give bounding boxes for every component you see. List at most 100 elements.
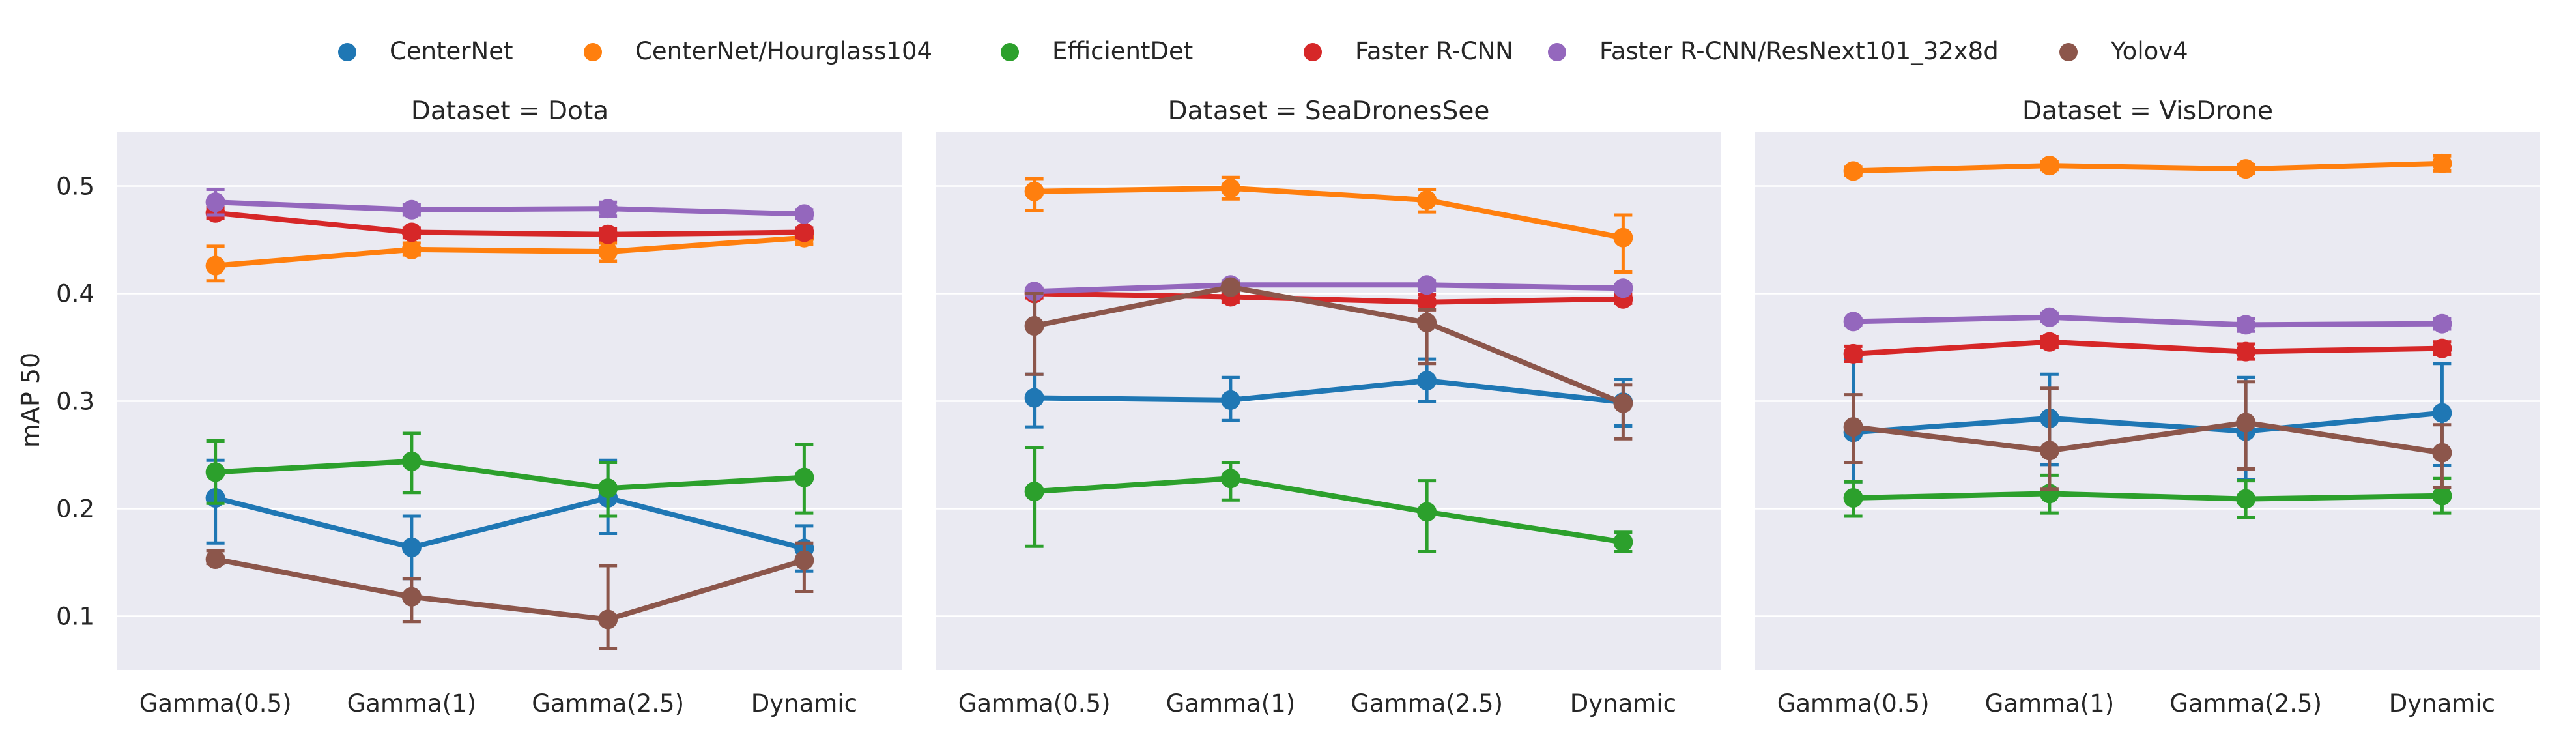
data-point	[1613, 227, 1633, 248]
data-point	[1220, 469, 1240, 489]
data-point	[2039, 307, 2059, 327]
data-point	[1613, 532, 1633, 552]
data-point	[2236, 489, 2256, 509]
data-point	[1220, 178, 1240, 198]
data-point	[598, 199, 618, 219]
data-point	[1220, 390, 1240, 410]
data-point	[1843, 161, 1863, 181]
panel-1: 0.1 0.2 0.3 0.4 0.5 Dataset = Dota Gamma(0.5) G…	[56, 96, 902, 718]
y-tick-label: 0.1	[56, 603, 94, 631]
data-point	[1024, 181, 1044, 201]
legend-item: CenterNet/Hourglass104	[584, 37, 932, 65]
data-point	[205, 255, 225, 276]
data-point	[401, 451, 422, 471]
series-faster-r-cnn-resnext101-32x8d	[1843, 307, 2452, 335]
error-bar	[2040, 386, 2059, 491]
series-line	[1034, 282, 1624, 295]
data-point	[1613, 278, 1633, 298]
x-tick-label: Gamma(2.5)	[1351, 690, 1503, 718]
x-tick-label: Gamma(0.5)	[139, 690, 292, 718]
series-faster-r-cnn	[1843, 332, 2452, 364]
series-line	[1853, 314, 2442, 328]
data-point	[1417, 313, 1437, 333]
data-point	[1417, 371, 1437, 391]
data-point	[401, 199, 422, 220]
data-point	[1024, 388, 1044, 408]
data-point	[2236, 159, 2256, 179]
series-line	[214, 557, 805, 622]
series-line	[1853, 339, 2442, 356]
data-point	[794, 467, 814, 487]
series-yolov4	[1024, 277, 1633, 441]
series-efficientdet	[205, 431, 814, 518]
legend-marker	[584, 43, 602, 61]
data-point	[205, 192, 225, 212]
data-point	[1843, 417, 1863, 437]
y-tick-label: 0.2	[56, 495, 94, 523]
legend-item: CenterNet	[338, 37, 513, 65]
x-tick-label: Dynamic	[751, 690, 857, 718]
series-line	[1853, 491, 2442, 502]
series-yolov4	[1843, 380, 2452, 491]
legend-marker	[1304, 43, 1322, 61]
series-line	[1034, 476, 1624, 545]
legend-label: CenterNet	[390, 37, 513, 65]
x-tick-label: Gamma(1)	[347, 690, 477, 718]
data-point	[2236, 315, 2256, 335]
data-point	[2236, 341, 2256, 362]
data-point	[598, 224, 618, 244]
series-efficientdet	[1024, 445, 1633, 553]
legend-marker	[338, 43, 356, 61]
legend: CenterNet CenterNet/Hourglass104 Efficient…	[338, 37, 2188, 65]
x-tick-label: Gamma(2.5)	[532, 690, 684, 718]
data-point	[1613, 393, 1633, 413]
panel-2: Dataset = SeaDronesSee Gamma(0.5) Gamma(1)…	[936, 96, 1721, 718]
x-tick-label: Dynamic	[1570, 690, 1676, 718]
data-point	[205, 462, 225, 482]
data-point	[1843, 312, 1863, 332]
legend-label: CenterNet/Hourglass104	[635, 37, 932, 65]
series-line	[1853, 160, 2442, 174]
panel-title: Dataset = VisDrone	[2022, 96, 2273, 126]
data-point	[794, 550, 814, 570]
legend-label: Yolov4	[2110, 37, 2188, 65]
x-tick-label: Gamma(1)	[1985, 690, 2115, 718]
error-bar	[599, 564, 618, 650]
data-point	[2039, 441, 2059, 461]
y-tick-label: 0.3	[56, 388, 94, 416]
series-line	[215, 235, 805, 269]
panel-title: Dataset = Dota	[411, 96, 608, 126]
series-line	[215, 458, 805, 491]
data-point	[2432, 153, 2452, 173]
legend-marker	[1001, 43, 1019, 61]
data-point	[598, 478, 618, 499]
data-point	[1417, 275, 1437, 295]
data-point	[2432, 486, 2452, 506]
data-point	[1024, 482, 1044, 502]
data-point	[2039, 156, 2059, 176]
data-point	[794, 204, 814, 224]
y-axis-label: mAP 50	[16, 353, 45, 448]
data-point	[1417, 502, 1437, 522]
legend-label: EfficientDet	[1052, 37, 1193, 65]
series-yolov4	[205, 541, 814, 650]
legend-item: Faster R-CNN/ResNext101_32x8d	[1548, 37, 1999, 65]
data-point	[2432, 338, 2452, 358]
data-point	[1417, 292, 1437, 312]
legend-item: Faster R-CNN	[1304, 37, 1513, 65]
data-point	[401, 587, 422, 607]
data-point	[2236, 413, 2256, 433]
data-point	[1843, 343, 1863, 364]
series-line	[1034, 291, 1624, 305]
series-line	[1033, 284, 1624, 406]
data-point	[2432, 443, 2452, 463]
x-tick-label: Gamma(2.5)	[2169, 690, 2322, 718]
y-tick-label: 0.4	[56, 280, 94, 308]
series-faster-r-cnn-resnext101-32x8d	[205, 187, 814, 224]
series-line	[1853, 420, 2442, 456]
series-centernet-hourglass104	[1024, 175, 1633, 274]
data-point	[2432, 313, 2452, 334]
legend-marker	[2059, 43, 2078, 61]
